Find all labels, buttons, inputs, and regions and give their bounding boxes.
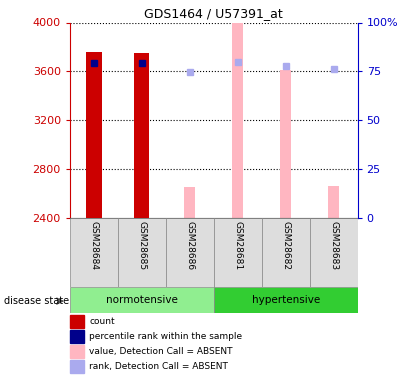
Text: normotensive: normotensive [106, 295, 178, 305]
FancyBboxPatch shape [118, 217, 166, 287]
Bar [134, 53, 150, 217]
Text: GSM28686: GSM28686 [185, 221, 194, 270]
Bar [328, 186, 339, 218]
Title: GDS1464 / U57391_at: GDS1464 / U57391_at [144, 7, 283, 20]
Bar [70, 360, 84, 373]
Text: GSM28681: GSM28681 [233, 221, 242, 270]
Text: disease state: disease state [4, 296, 69, 306]
FancyBboxPatch shape [214, 287, 358, 313]
Text: value, Detection Call = ABSENT: value, Detection Call = ABSENT [89, 347, 233, 356]
Bar [70, 345, 84, 358]
Text: GSM28684: GSM28684 [89, 221, 98, 270]
FancyBboxPatch shape [262, 217, 309, 287]
Bar [70, 330, 84, 343]
Bar [185, 187, 195, 218]
FancyBboxPatch shape [309, 217, 358, 287]
Text: hypertensive: hypertensive [252, 295, 320, 305]
Text: rank, Detection Call = ABSENT: rank, Detection Call = ABSENT [89, 362, 228, 371]
Bar [70, 315, 84, 328]
FancyBboxPatch shape [166, 217, 214, 287]
Bar [280, 70, 291, 217]
Text: GSM28683: GSM28683 [329, 221, 338, 270]
Bar [86, 52, 102, 217]
FancyBboxPatch shape [70, 287, 214, 313]
Text: GSM28685: GSM28685 [137, 221, 146, 270]
Bar [233, 22, 243, 218]
Text: percentile rank within the sample: percentile rank within the sample [89, 332, 242, 341]
FancyBboxPatch shape [214, 217, 262, 287]
Text: GSM28682: GSM28682 [281, 221, 290, 270]
Text: count: count [89, 317, 115, 326]
FancyBboxPatch shape [70, 217, 118, 287]
